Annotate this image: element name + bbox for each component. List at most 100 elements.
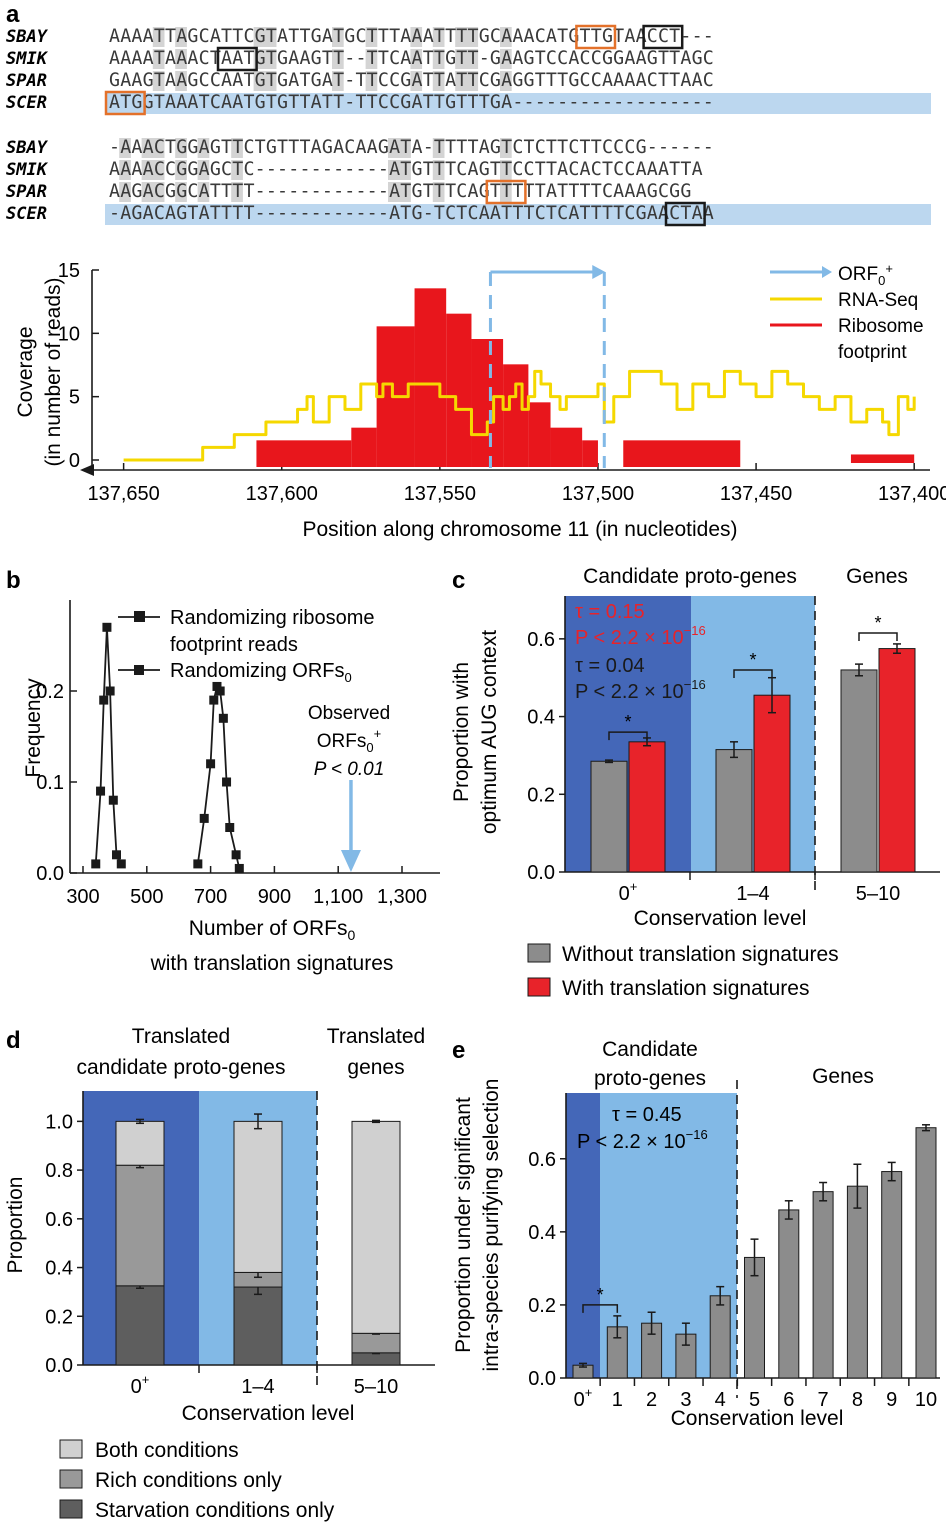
significance-star: *	[874, 613, 881, 633]
legend-d-rich	[59, 1469, 83, 1489]
x-tick-label: 10	[915, 1389, 937, 1411]
bar	[778, 1209, 800, 1379]
panel-b: b 0.0 0.1 0.2 300 500 700 900 1,100 1,300 Freque…	[6, 567, 440, 975]
panel-d-legend: Both conditions Rich conditions only Sta…	[59, 1439, 335, 1522]
conserved-cell	[500, 182, 512, 202]
x-tick-label: 7	[818, 1389, 829, 1411]
conserved-cell	[175, 138, 187, 158]
legend-d-starv-label: Starvation conditions only	[95, 1499, 335, 1522]
conserved-cell	[500, 160, 512, 180]
x-tick-label: 5	[749, 1389, 760, 1411]
observed-label-2: ORFs0+	[317, 726, 381, 755]
x-tick-label: 137,500	[562, 483, 634, 505]
conserved-cell	[119, 138, 131, 158]
series-point	[99, 695, 109, 705]
x-axis-arrowhead	[80, 464, 94, 476]
observed-label-1: Observed	[308, 703, 390, 724]
stacked-bar-segment	[351, 1332, 401, 1354]
conserved-cell	[365, 71, 378, 91]
panel-b-xlabel-2: with translation signatures	[150, 952, 394, 975]
panel-a-xlabel: Position along chromosome 11 (in nucleot…	[302, 518, 737, 541]
legend-d-rich-label: Rich conditions only	[95, 1469, 282, 1492]
conserved-cell	[432, 27, 445, 47]
species-label: SCER	[6, 93, 47, 113]
bar	[881, 1171, 903, 1379]
significance-bracket	[582, 1304, 619, 1313]
start-codon-box	[485, 179, 527, 205]
series-point	[91, 859, 101, 869]
sequence-row: -AAACTGGAGTTCTGTTTAGACAAGATA-TTTTAGTCTCT…	[109, 137, 714, 158]
observed-annotation: Observed ORFs0+ P < 0.01	[308, 703, 390, 780]
panel-a-legend: ORF0+ RNA-Seq Ribosome footprint	[770, 261, 924, 363]
conserved-cell	[231, 182, 243, 202]
legend-b1-label2: footprint reads	[170, 634, 298, 656]
series-point	[222, 777, 232, 787]
conserved-cell	[197, 182, 210, 202]
x-tick-label: 0+	[574, 1385, 593, 1411]
conserved-cell	[175, 160, 187, 180]
panel-c-header-left: Candidate proto-genes	[583, 565, 797, 588]
legend-c-gray	[527, 943, 551, 963]
conserved-cell	[119, 182, 131, 202]
bar	[846, 1185, 868, 1379]
y-tick-label: 0.2	[36, 681, 64, 703]
ribosome-footprint-bar	[351, 427, 377, 467]
conserved-cell	[466, 71, 479, 91]
species-label: SCER	[6, 204, 47, 224]
stop-codon-box	[216, 46, 258, 72]
ribosome-footprint-bar	[256, 440, 352, 467]
y-tick-label: 0.4	[528, 1222, 556, 1244]
orf-arrowhead	[592, 265, 606, 279]
conserved-cell	[410, 49, 423, 69]
x-tick-label: 5–10	[354, 1376, 399, 1398]
y-tick-label: 0.4	[45, 1258, 73, 1280]
panel-b-plot: 0.0 0.1 0.2 300 500 700 900 1,100 1,300	[36, 600, 440, 908]
conserved-cell	[152, 27, 165, 47]
panel-a-ylabel-line1: Coverage	[14, 326, 37, 417]
panel-e-header-right: Genes	[812, 1065, 874, 1088]
conserved-cell	[119, 160, 131, 180]
x-tick-label: 6	[783, 1389, 794, 1411]
scer-highlight	[105, 93, 931, 114]
coverage-plot: 0 5 10 15 137,650 137,600 137,550 137,500 137,45…	[58, 260, 946, 505]
conserved-cell	[264, 71, 277, 91]
legend-rnaseq-label: RNA-Seq	[838, 290, 918, 311]
conserved-cell	[253, 71, 266, 91]
conserved-cell	[197, 160, 210, 180]
panel-e-ylabel-2: intra-species purifying selection	[480, 1079, 503, 1372]
tau-label: τ = 0.45	[612, 1104, 682, 1126]
stacked-bar-segment	[233, 1120, 283, 1273]
legend-b1-marker	[134, 611, 145, 622]
legend-b2-marker	[134, 665, 144, 675]
panel-d-header-right2: genes	[347, 1056, 404, 1079]
conserved-cell	[410, 71, 423, 91]
conserved-cell	[264, 49, 277, 69]
x-tick-label: 500	[130, 886, 163, 908]
conserved-cell	[253, 27, 266, 47]
legend-orf-label: ORF0+	[838, 261, 893, 288]
conserved-cell	[388, 138, 400, 158]
panel-b-ylabel: Frequency	[22, 678, 45, 778]
series-point	[209, 695, 219, 705]
panel-e-plot: 0.00.20.40.60+ 1 2 3 4 5 6 7 8 9 10*τ = 0.45P < 2.…	[528, 1080, 940, 1411]
conserved-cell	[365, 49, 378, 69]
sequence-row: AAGACGGCATTTT------------ATGTTTCAGTTTTTA…	[109, 181, 691, 202]
stacked-bar-segment	[115, 1164, 165, 1287]
sequence-row: ATGGTAAATCAATGTGTTATT-TTCCGATTGTTTGA----…	[109, 92, 714, 113]
x-tick-label: 137,400	[878, 483, 946, 505]
sequence-row: GAAGTAAGCCAATGTGATGAT-TTCCGATTATTCGAGGTT…	[109, 70, 714, 91]
legend-d-starv	[59, 1499, 83, 1519]
legend-c-red-label: With translation signatures	[562, 977, 809, 1000]
significance-star: *	[624, 712, 631, 732]
sequence-row: -AGACAGTATTTT------------ATG-TCTCAATTTCT…	[109, 203, 714, 224]
observed-arrowhead	[340, 850, 361, 872]
significance-bracket	[858, 632, 898, 642]
conserved-cell	[141, 182, 154, 202]
bar	[709, 1295, 731, 1379]
y-tick-label: 0.1	[36, 772, 64, 794]
y-tick-label: 0.8	[45, 1160, 73, 1182]
species-label: SPAR	[6, 182, 47, 202]
x-tick-label: 137,650	[87, 483, 159, 505]
conserved-cell	[500, 49, 512, 69]
conserved-cell	[197, 138, 210, 158]
